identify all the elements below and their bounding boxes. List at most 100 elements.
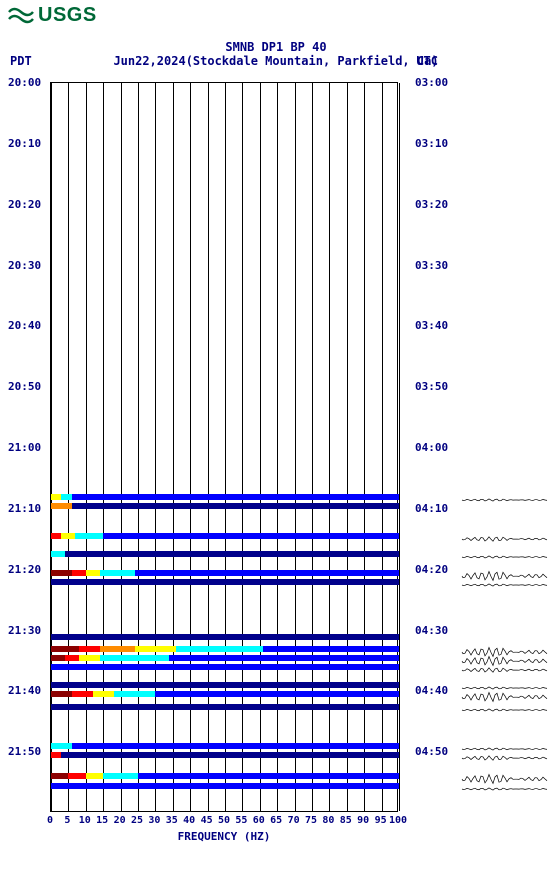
ytick-right: 03:30	[415, 259, 448, 272]
ytick-left: 21:00	[8, 441, 41, 454]
seismogram-wiggle	[462, 703, 548, 720]
spectrogram-segment	[79, 655, 100, 661]
ytick-left: 21:30	[8, 624, 41, 637]
plot-subtitle: Jun22,2024(Stockdale Mountain, Parkfield…	[0, 54, 552, 68]
gridline	[68, 83, 69, 811]
xtick: 40	[183, 815, 195, 826]
xtick: 95	[375, 815, 387, 826]
seismogram-wiggle	[462, 493, 548, 510]
xtick: 30	[148, 815, 160, 826]
spectrogram-segment	[51, 783, 399, 789]
spectrogram-segment	[100, 655, 170, 661]
spectrogram-segment	[51, 691, 72, 697]
spectrogram-segment	[65, 551, 399, 557]
gridline	[86, 83, 87, 811]
spectrogram-segment	[68, 773, 85, 779]
gridline	[364, 83, 365, 811]
xtick: 5	[64, 815, 70, 826]
spectrogram-segment	[72, 503, 399, 509]
spectrogram-line	[51, 752, 397, 758]
spectrogram-segment	[51, 752, 61, 758]
seismogram-wiggle	[462, 532, 548, 549]
spectrogram-line	[51, 494, 397, 500]
ytick-left: 21:40	[8, 684, 41, 697]
x-axis-label: FREQUENCY (HZ)	[50, 830, 398, 843]
seismogram-wiggle	[462, 550, 548, 567]
spectrogram-segment	[169, 655, 399, 661]
spectrogram-segment	[176, 646, 263, 652]
spectrogram-segment	[103, 773, 138, 779]
spectrogram-segment	[138, 773, 399, 779]
ytick-left: 20:40	[8, 319, 41, 332]
ytick-left: 20:20	[8, 198, 41, 211]
xtick: 20	[114, 815, 126, 826]
spectrogram-line	[51, 743, 397, 749]
gridline	[173, 83, 174, 811]
spectrogram-line	[51, 664, 397, 670]
xtick: 100	[389, 815, 407, 826]
spectrogram-line	[51, 503, 397, 509]
spectrogram-segment	[51, 551, 65, 557]
spectrogram-segment	[61, 494, 71, 500]
ytick-right: 04:40	[415, 684, 448, 697]
xtick: 10	[79, 815, 91, 826]
xtick: 15	[96, 815, 108, 826]
spectrogram-segment	[100, 570, 135, 576]
spectrogram-segment	[93, 691, 114, 697]
gridline	[242, 83, 243, 811]
ytick-right: 04:00	[415, 441, 448, 454]
spectrogram-segment	[51, 655, 65, 661]
spectrogram-line	[51, 570, 397, 576]
usgs-text: USGS	[38, 4, 97, 27]
spectrogram-segment	[51, 773, 68, 779]
ytick-left: 20:10	[8, 137, 41, 150]
xtick: 70	[288, 815, 300, 826]
ytick-left: 21:10	[8, 502, 41, 515]
gridline	[190, 83, 191, 811]
spectrogram-segment	[51, 743, 72, 749]
gridline	[208, 83, 209, 811]
spectrogram-segment	[51, 494, 61, 500]
spectrogram-segment	[65, 655, 79, 661]
xtick: 0	[47, 815, 53, 826]
spectrogram-line	[51, 646, 397, 652]
gridline	[329, 83, 330, 811]
spectrogram-segment	[135, 646, 177, 652]
seismogram-wiggle	[462, 782, 548, 799]
spectrogram-line	[51, 773, 397, 779]
xtick: 50	[218, 815, 230, 826]
ytick-right: 03:10	[415, 137, 448, 150]
spectrogram-segment	[155, 691, 399, 697]
ytick-right: 03:50	[415, 380, 448, 393]
gridline	[155, 83, 156, 811]
spectrogram-segment	[51, 664, 399, 670]
usgs-wave-icon	[8, 6, 34, 26]
gridline	[51, 83, 52, 811]
xtick: 85	[340, 815, 352, 826]
xtick: 60	[253, 815, 265, 826]
ytick-left: 20:30	[8, 259, 41, 272]
spectrogram-line	[51, 783, 397, 789]
xtick: 90	[357, 815, 369, 826]
seismogram-wiggle	[462, 663, 548, 680]
ytick-left: 20:00	[8, 76, 41, 89]
spectrogram-line	[51, 551, 397, 557]
xtick: 80	[322, 815, 334, 826]
spectrogram-line	[51, 682, 397, 688]
gridline	[295, 83, 296, 811]
spectrogram-segment	[51, 646, 79, 652]
spectrogram-segment	[72, 570, 86, 576]
spectrogram-segment	[51, 533, 61, 539]
usgs-logo: USGS	[8, 4, 97, 27]
spectrogram-segment	[103, 533, 399, 539]
subtitle-loc: (Stockdale Mountain, Parkfield, Ca)	[186, 54, 439, 68]
xtick: 75	[305, 815, 317, 826]
xtick: 65	[270, 815, 282, 826]
spectrogram-line	[51, 691, 397, 697]
spectrogram-segment	[61, 533, 75, 539]
spectrogram-segment	[72, 743, 399, 749]
xtick: 55	[235, 815, 247, 826]
spectrogram-segment	[86, 570, 100, 576]
spectrogram-segment	[72, 494, 399, 500]
spectrogram-segment	[75, 533, 103, 539]
